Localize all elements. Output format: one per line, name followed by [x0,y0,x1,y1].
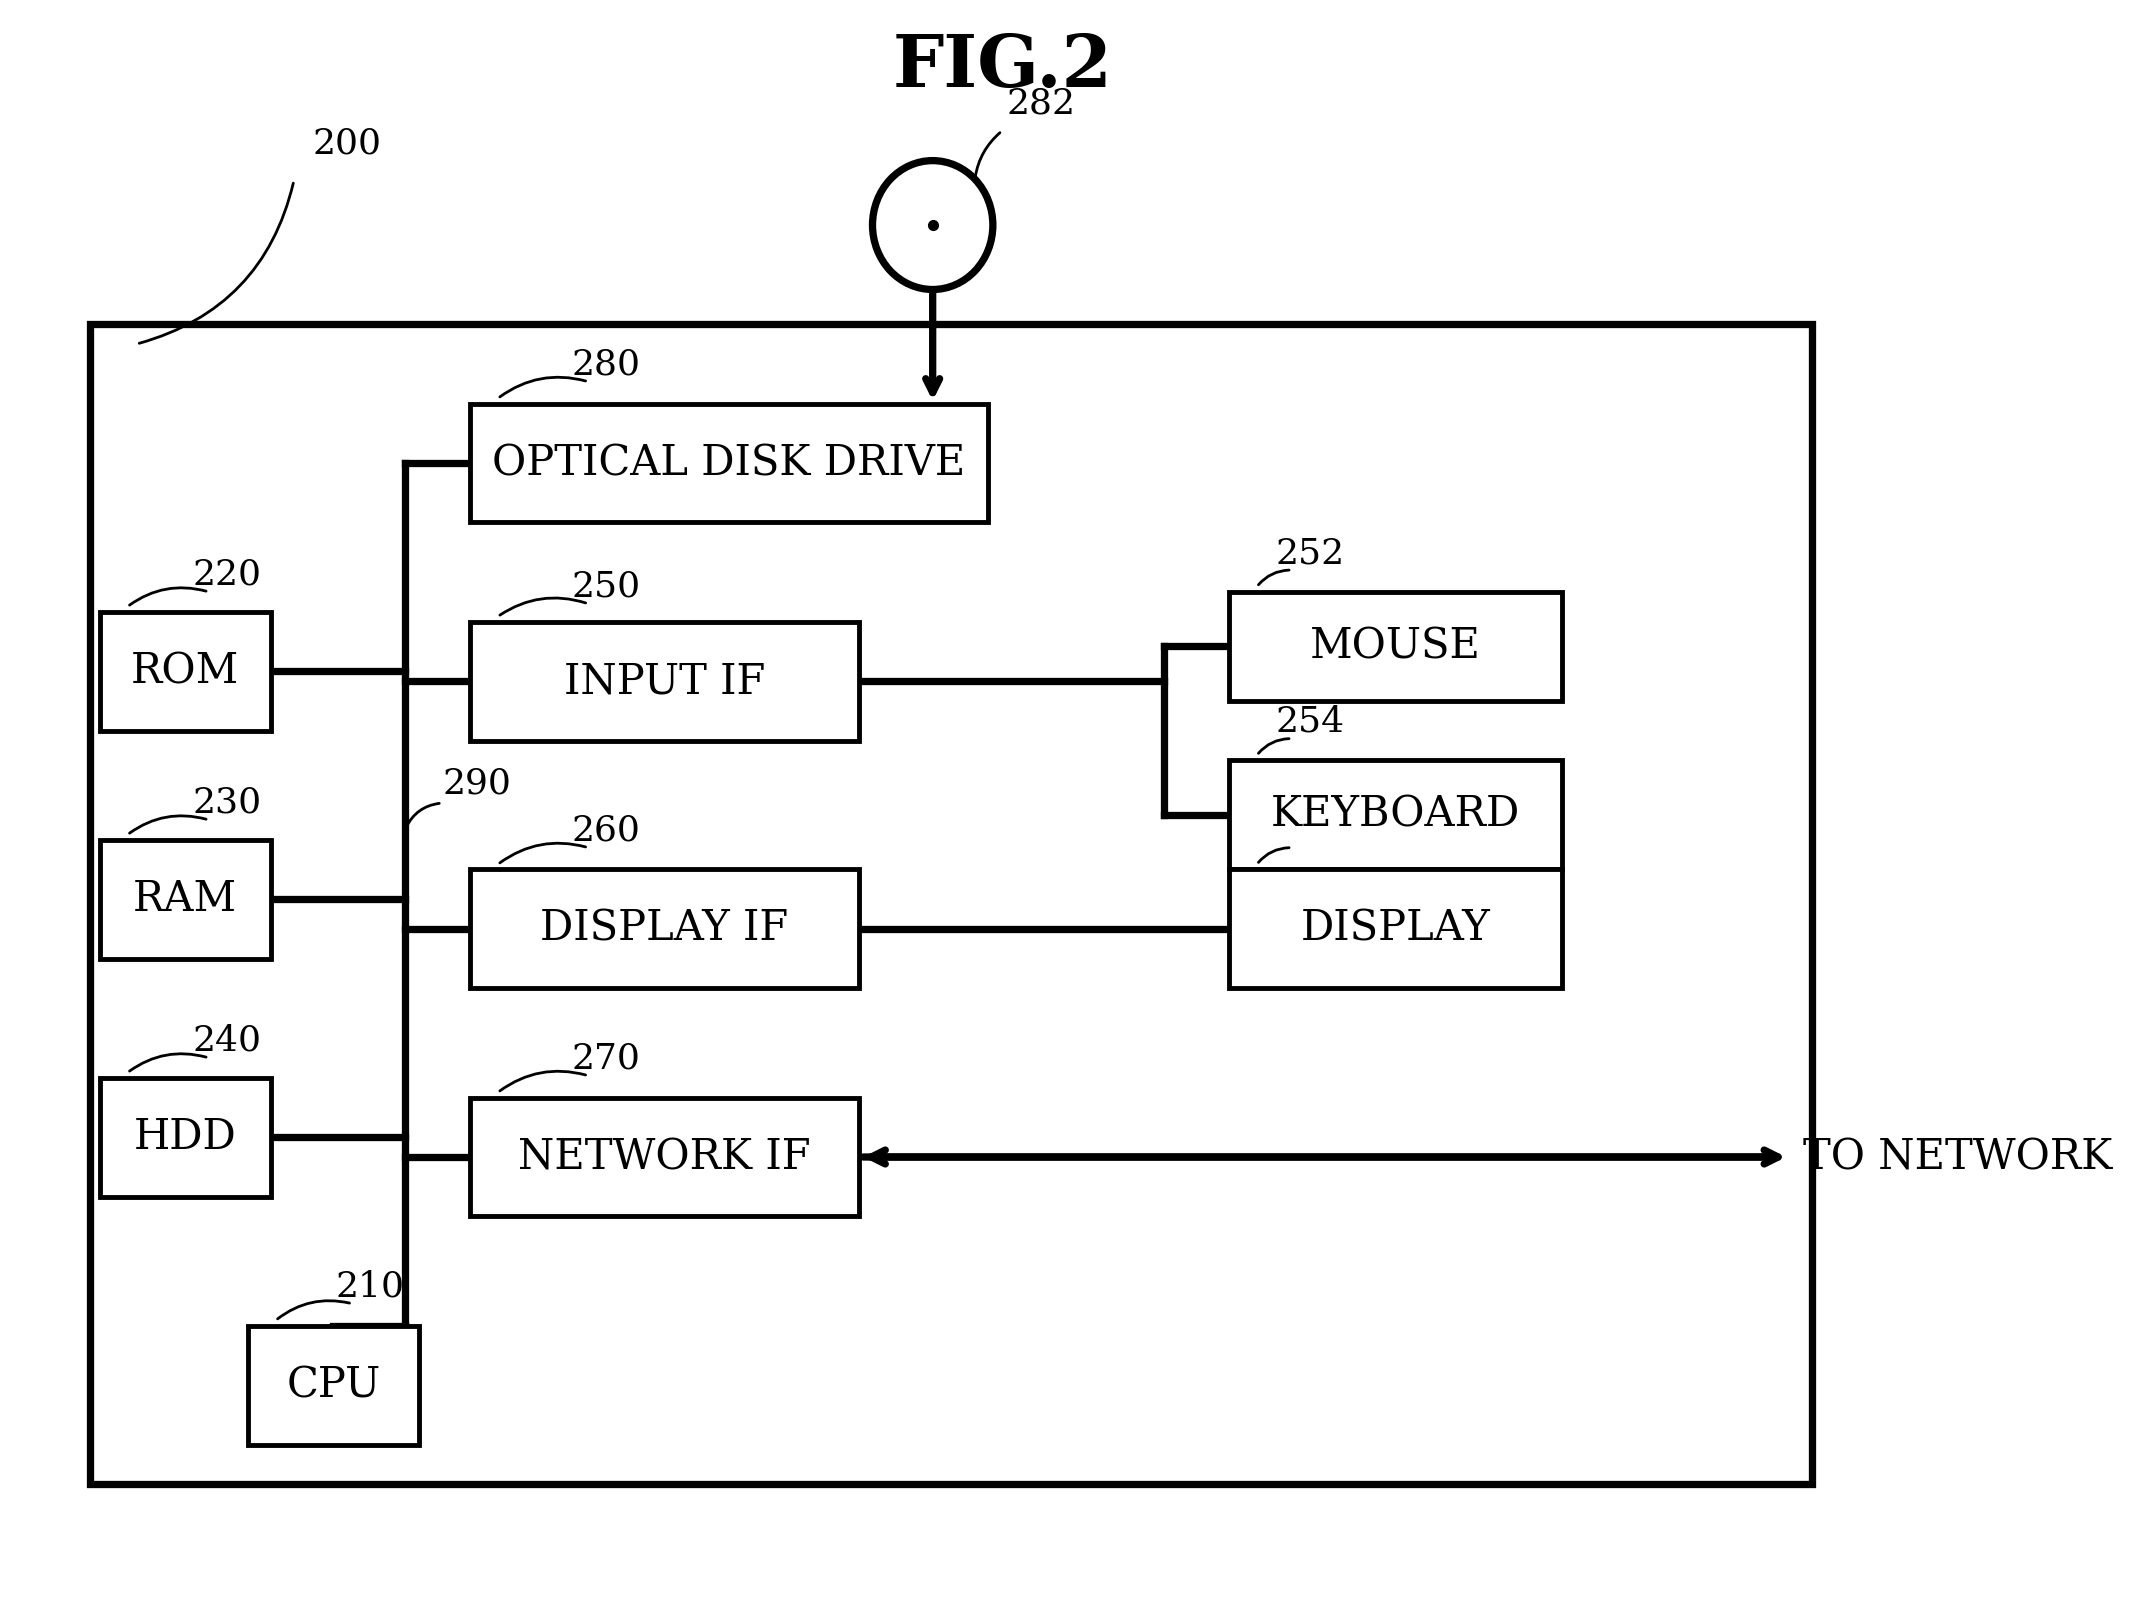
Text: TO NETWORK: TO NETWORK [1803,1136,2112,1178]
Bar [247,1326,419,1444]
Text: CPU: CPU [286,1363,381,1405]
Bar [469,404,987,522]
Bar [99,611,271,731]
Text: 260: 260 [572,814,641,848]
Bar [90,324,1811,1485]
Text: 230: 230 [191,786,260,820]
Text: 270: 270 [572,1042,641,1076]
Text: 210: 210 [336,1269,404,1303]
Text: DISPLAY: DISPLAY [1301,908,1491,950]
Text: KEYBOARD: KEYBOARD [1271,794,1521,836]
Text: ROM: ROM [131,650,239,692]
Text: 282: 282 [1007,88,1076,122]
Text: 250: 250 [572,571,641,603]
Text: DISPLAY IF: DISPLAY IF [540,908,789,950]
Text: 254: 254 [1276,705,1344,739]
Text: 240: 240 [191,1024,260,1059]
Text: NETWORK IF: NETWORK IF [518,1136,811,1178]
Text: INPUT IF: INPUT IF [564,660,766,702]
Bar [469,621,858,741]
Text: 280: 280 [572,349,641,381]
Bar [1228,592,1562,700]
Bar [99,840,271,958]
Text: 262: 262 [1276,814,1344,848]
Bar [99,1078,271,1196]
Text: FIG.2: FIG.2 [893,31,1112,102]
Text: 252: 252 [1276,537,1344,571]
Text: 220: 220 [191,558,260,592]
Text: 200: 200 [312,126,381,160]
Bar [1228,869,1562,989]
Bar [469,1097,858,1216]
Text: OPTICAL DISK DRIVE: OPTICAL DISK DRIVE [493,443,966,485]
Bar [469,869,858,989]
Text: 290: 290 [443,767,512,801]
Bar [1228,760,1562,869]
Text: HDD: HDD [133,1117,237,1157]
Text: RAM: RAM [133,879,237,921]
Text: MOUSE: MOUSE [1310,626,1482,668]
